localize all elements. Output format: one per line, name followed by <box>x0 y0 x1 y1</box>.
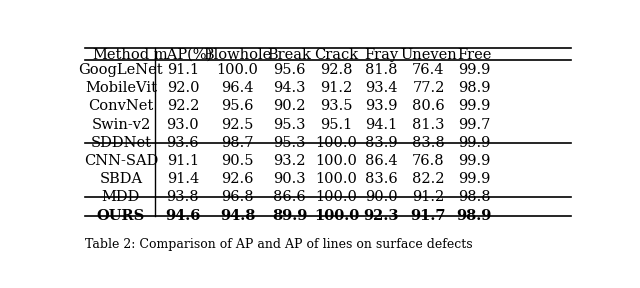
Text: 83.6: 83.6 <box>365 172 397 186</box>
Text: 86.4: 86.4 <box>365 154 397 168</box>
Text: GoogLeNet: GoogLeNet <box>79 63 163 77</box>
Text: 90.3: 90.3 <box>273 172 306 186</box>
Text: 91.4: 91.4 <box>167 172 199 186</box>
Text: 93.9: 93.9 <box>365 99 397 113</box>
Text: 77.2: 77.2 <box>412 81 445 95</box>
Text: 90.5: 90.5 <box>221 154 253 168</box>
Text: 92.0: 92.0 <box>166 81 199 95</box>
Text: 96.8: 96.8 <box>221 190 254 204</box>
Text: 93.6: 93.6 <box>166 136 199 150</box>
Text: 98.9: 98.9 <box>456 209 492 223</box>
Text: 90.0: 90.0 <box>365 190 397 204</box>
Text: 95.6: 95.6 <box>273 63 306 77</box>
Text: Swin-v2: Swin-v2 <box>92 118 150 132</box>
Text: OURS: OURS <box>97 209 145 223</box>
Text: 95.3: 95.3 <box>273 118 306 132</box>
Text: Break: Break <box>268 48 312 62</box>
Text: 99.7: 99.7 <box>458 118 490 132</box>
Text: Method: Method <box>92 48 150 62</box>
Text: MDD: MDD <box>102 190 140 204</box>
Text: 91.1: 91.1 <box>167 154 199 168</box>
Text: 94.1: 94.1 <box>365 118 397 132</box>
Text: 86.6: 86.6 <box>273 190 306 204</box>
Text: 83.8: 83.8 <box>412 136 445 150</box>
Text: Blowhole: Blowhole <box>204 48 271 62</box>
Text: 93.0: 93.0 <box>166 118 199 132</box>
Text: 100.0: 100.0 <box>316 154 358 168</box>
Text: 76.8: 76.8 <box>412 154 445 168</box>
Text: 91.1: 91.1 <box>167 63 199 77</box>
Text: mAP(%): mAP(%) <box>154 48 212 62</box>
Text: 91.2: 91.2 <box>412 190 445 204</box>
Text: 93.2: 93.2 <box>273 154 306 168</box>
Text: 80.6: 80.6 <box>412 99 445 113</box>
Text: 76.4: 76.4 <box>412 63 445 77</box>
Text: 83.9: 83.9 <box>365 136 397 150</box>
Text: 98.9: 98.9 <box>458 81 491 95</box>
Text: Crack: Crack <box>315 48 359 62</box>
Text: 94.3: 94.3 <box>273 81 306 95</box>
Text: 92.5: 92.5 <box>221 118 253 132</box>
Text: 81.8: 81.8 <box>365 63 397 77</box>
Text: 99.9: 99.9 <box>458 172 490 186</box>
Text: 100.0: 100.0 <box>314 209 359 223</box>
Text: 100.0: 100.0 <box>316 172 358 186</box>
Text: 95.1: 95.1 <box>321 118 353 132</box>
Text: 93.8: 93.8 <box>166 190 199 204</box>
Text: Free: Free <box>457 48 492 62</box>
Text: 93.4: 93.4 <box>365 81 397 95</box>
Text: SDDNet: SDDNet <box>90 136 152 150</box>
Text: 96.4: 96.4 <box>221 81 253 95</box>
Text: MobileVit: MobileVit <box>85 81 157 95</box>
Text: 99.9: 99.9 <box>458 63 490 77</box>
Text: 100.0: 100.0 <box>316 136 358 150</box>
Text: 99.9: 99.9 <box>458 99 490 113</box>
Text: 98.7: 98.7 <box>221 136 253 150</box>
Text: 95.3: 95.3 <box>273 136 306 150</box>
Text: 94.8: 94.8 <box>220 209 255 223</box>
Text: 92.2: 92.2 <box>167 99 199 113</box>
Text: 99.9: 99.9 <box>458 154 490 168</box>
Text: 100.0: 100.0 <box>216 63 259 77</box>
Text: 89.9: 89.9 <box>272 209 307 223</box>
Text: CNN-SAD: CNN-SAD <box>84 154 158 168</box>
Text: 91.2: 91.2 <box>321 81 353 95</box>
Text: Fray: Fray <box>364 48 398 62</box>
Text: ConvNet: ConvNet <box>88 99 154 113</box>
Text: 95.6: 95.6 <box>221 99 253 113</box>
Text: 94.6: 94.6 <box>165 209 200 223</box>
Text: 90.2: 90.2 <box>273 99 306 113</box>
Text: Uneven: Uneven <box>400 48 457 62</box>
Text: 91.7: 91.7 <box>411 209 446 223</box>
Text: SBDA: SBDA <box>99 172 143 186</box>
Text: 82.2: 82.2 <box>412 172 445 186</box>
Text: 92.6: 92.6 <box>221 172 253 186</box>
Text: 100.0: 100.0 <box>316 190 358 204</box>
Text: 98.8: 98.8 <box>458 190 491 204</box>
Text: 81.3: 81.3 <box>412 118 445 132</box>
Text: Table 2: Comparison of AP and AP of lines on surface defects: Table 2: Comparison of AP and AP of line… <box>85 238 472 251</box>
Text: 92.8: 92.8 <box>321 63 353 77</box>
Text: 92.3: 92.3 <box>364 209 399 223</box>
Text: 99.9: 99.9 <box>458 136 490 150</box>
Text: 93.5: 93.5 <box>321 99 353 113</box>
